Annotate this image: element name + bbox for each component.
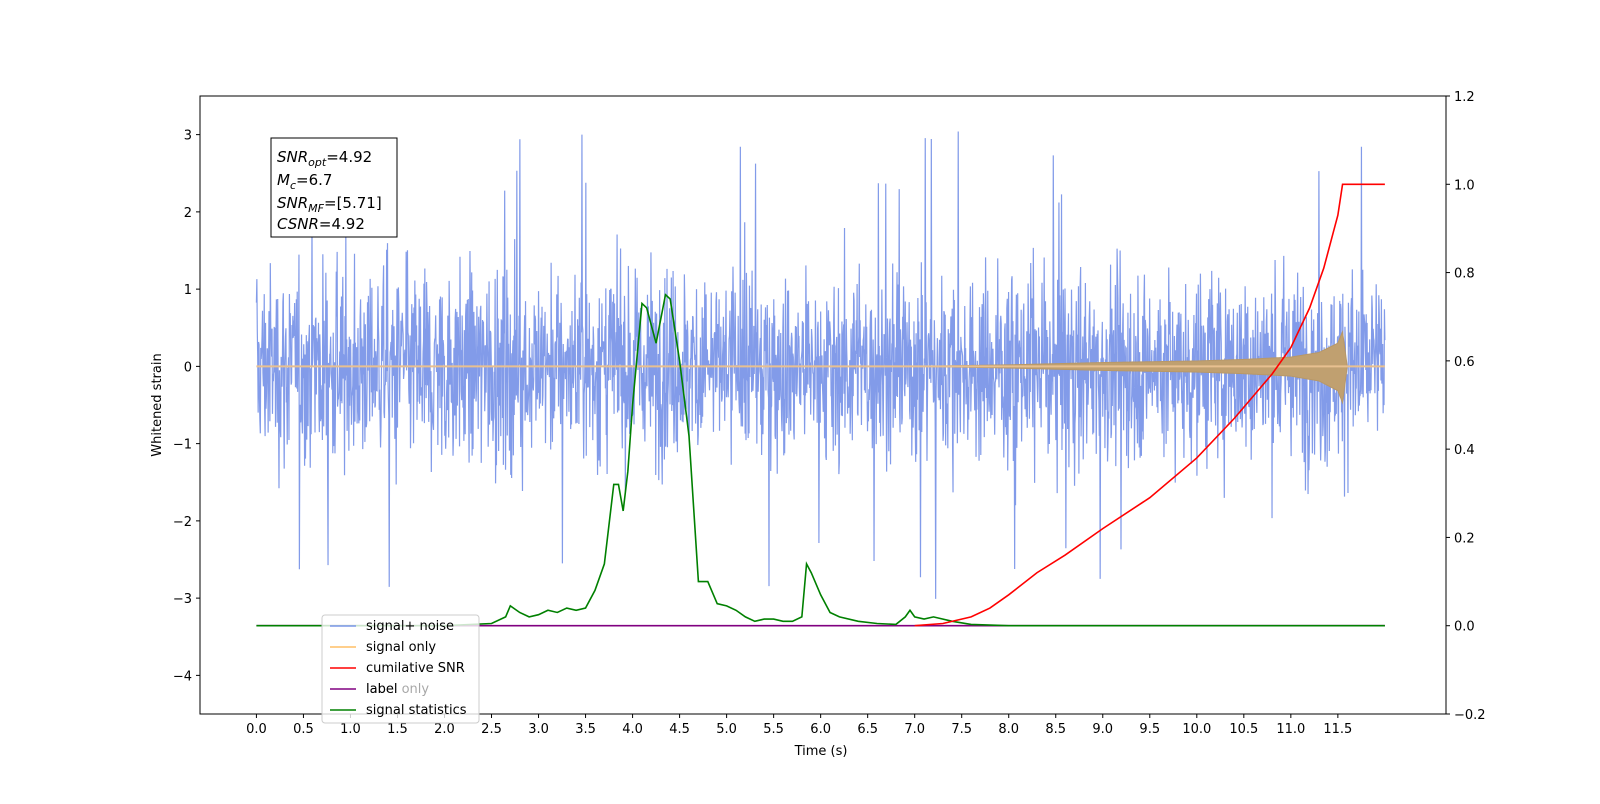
x-tick-label: 4.5 [669,722,690,737]
legend: signal+ noise signal only cumilative SNR… [321,614,480,724]
y-right-tick-label: −0.2 [1454,708,1486,723]
x-tick-label: 2.5 [481,722,502,737]
x-tick-label: 5.0 [716,722,737,737]
legend-label-cumilative-snr: cumilative SNR [366,661,465,676]
y-left-tick-label: −4 [173,669,192,684]
info-box: SNRopt=4.92 Mc=6.7 SNRMF=[5.71] CSNR=4.9… [270,137,398,238]
y-right-tick-label: 0.2 [1454,531,1475,546]
series-signal-only [256,329,1385,405]
x-tick-label: 1.5 [387,722,408,737]
legend-label-signal-only: signal only [366,640,436,655]
y-axis-label: Whitened strain [150,353,165,456]
y-left-tick-label: 3 [184,129,192,144]
signal-statistics-line [256,293,1385,627]
y-left-tick-label: −1 [173,438,192,453]
x-tick-label: 6.5 [857,722,878,737]
y-left-tick-label: −2 [173,515,192,530]
series-signal-statistics [256,293,1385,627]
x-tick-label: 0.0 [246,722,267,737]
y-right-tick-label: 1.2 [1454,90,1475,105]
x-tick-label: 8.0 [998,722,1019,737]
x-tick-label: 0.5 [293,722,314,737]
x-tick-label: 3.5 [575,722,596,737]
plot-frame [199,95,1447,715]
legend-frame [321,614,480,724]
legend-hidden-label-only: label only [366,682,429,697]
x-tick-label: 9.5 [1139,722,1160,737]
y-right-tick-label: 0.8 [1454,267,1475,282]
info-snr-mf: SNRMF=[5.71] [277,194,382,215]
y-left-tick-label: −3 [173,592,192,607]
info-csnr: CSNR=4.92 [277,215,365,233]
x-tick-label: 10.0 [1182,722,1211,737]
x-tick-label: 5.5 [763,722,784,737]
y-right-tick-label: 1.0 [1454,178,1475,193]
y-axis-left-ticks: 3 2 1 0 −1 −2 −3 −4 [173,129,200,684]
x-tick-label: 2.0 [434,722,455,737]
y-left-tick-label: 1 [184,283,192,298]
y-right-tick-label: 0.4 [1454,443,1475,458]
info-box-frame [270,137,398,238]
series-cumilative-snr [914,183,1385,627]
x-tick-label: 3.0 [528,722,549,737]
y-right-tick-label: 0.0 [1454,620,1475,635]
legend-label-label: label [366,682,397,697]
info-snr-opt: SNRopt=4.92 [277,148,372,169]
x-tick-label: 6.0 [810,722,831,737]
x-tick-label: 11.5 [1323,722,1352,737]
x-tick-label: 7.5 [951,722,972,737]
info-chirp-mass: Mc=6.7 [277,171,332,192]
x-tick-label: 11.0 [1276,722,1305,737]
y-left-tick-label: 2 [184,206,192,221]
x-tick-label: 4.0 [622,722,643,737]
x-tick-label: 7.0 [904,722,925,737]
x-tick-label: 9.0 [1092,722,1113,737]
x-tick-label: 1.0 [340,722,361,737]
signal-noise-line [255,131,1386,599]
x-tick-label: 10.5 [1229,722,1258,737]
y-axis-right-ticks: 1.2 1.0 0.8 0.6 0.4 0.2 0.0 −0.2 [1446,90,1486,723]
series-signal-noise [255,131,1386,599]
y-right-tick-label: 0.6 [1454,355,1475,370]
x-tick-label: 8.5 [1045,722,1066,737]
legend-label-signal-noise: signal+ noise [366,619,454,634]
legend-label-signal-statistics: signal statistics [366,703,467,718]
y-left-tick-label: 0 [184,360,192,375]
x-axis-ticks: 0.0 0.5 1.0 1.5 2.0 2.5 3.0 3.5 4.0 4.5 5.0 5.5 6.0 6… [246,714,1352,737]
cumilative-snr-line [914,183,1385,627]
x-axis-label: Time (s) [794,744,848,759]
